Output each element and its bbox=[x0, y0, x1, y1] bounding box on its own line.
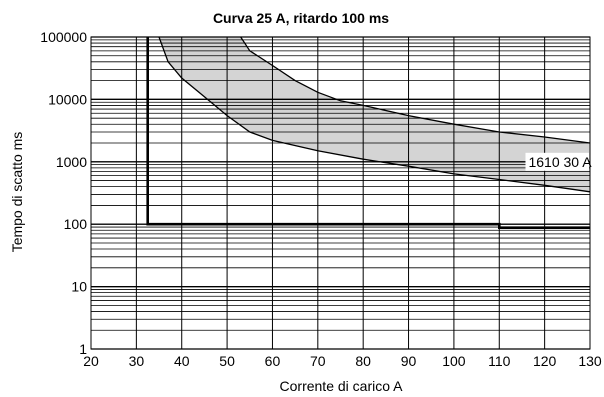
curves bbox=[146, 36, 591, 229]
y-tick-label: 100000 bbox=[40, 29, 87, 45]
x-tick-label: 110 bbox=[488, 353, 511, 369]
y-tick-labels: 1 10 100 1000 10000 100000 bbox=[40, 29, 87, 357]
y-axis-label: Tempo di scatto ms bbox=[9, 132, 25, 253]
tolerance-band-area bbox=[159, 37, 590, 192]
y-tick-label: 100 bbox=[64, 216, 88, 232]
x-tick-label: 70 bbox=[310, 353, 326, 369]
y-tick-label: 1 bbox=[79, 341, 87, 357]
y-tick-label: 10 bbox=[71, 279, 87, 295]
band-upper-curve bbox=[240, 36, 591, 144]
x-tick-label: 130 bbox=[578, 353, 602, 369]
x-tick-label: 60 bbox=[265, 353, 281, 369]
band-lower-curve bbox=[158, 36, 591, 193]
tolerance-band bbox=[159, 37, 590, 192]
y-tick-label: 10000 bbox=[48, 91, 87, 107]
x-tick-label: 80 bbox=[355, 353, 371, 369]
chart-title: Curva 25 A, ritardo 100 ms bbox=[213, 10, 389, 26]
x-tick-labels: 20 30 40 50 60 70 80 90 100 110 120 130 bbox=[83, 353, 602, 369]
x-axis-label: Corrente di carico A bbox=[280, 378, 404, 394]
x-tick-label: 100 bbox=[442, 353, 466, 369]
annotations: 1610 30 A bbox=[525, 152, 592, 171]
x-tick-label: 40 bbox=[174, 353, 190, 369]
x-tick-label: 120 bbox=[533, 353, 557, 369]
annotation-label: 1610 30 A bbox=[528, 154, 592, 170]
plot-grid bbox=[90, 36, 591, 350]
delay-line bbox=[146, 37, 590, 229]
y-tick-label: 1000 bbox=[56, 154, 87, 170]
plot-frame bbox=[90, 36, 591, 350]
annotation-bg bbox=[525, 152, 589, 171]
x-tick-label: 90 bbox=[401, 353, 417, 369]
x-tick-label: 20 bbox=[83, 353, 99, 369]
x-tick-label: 50 bbox=[219, 353, 235, 369]
x-tick-label: 30 bbox=[129, 353, 145, 369]
